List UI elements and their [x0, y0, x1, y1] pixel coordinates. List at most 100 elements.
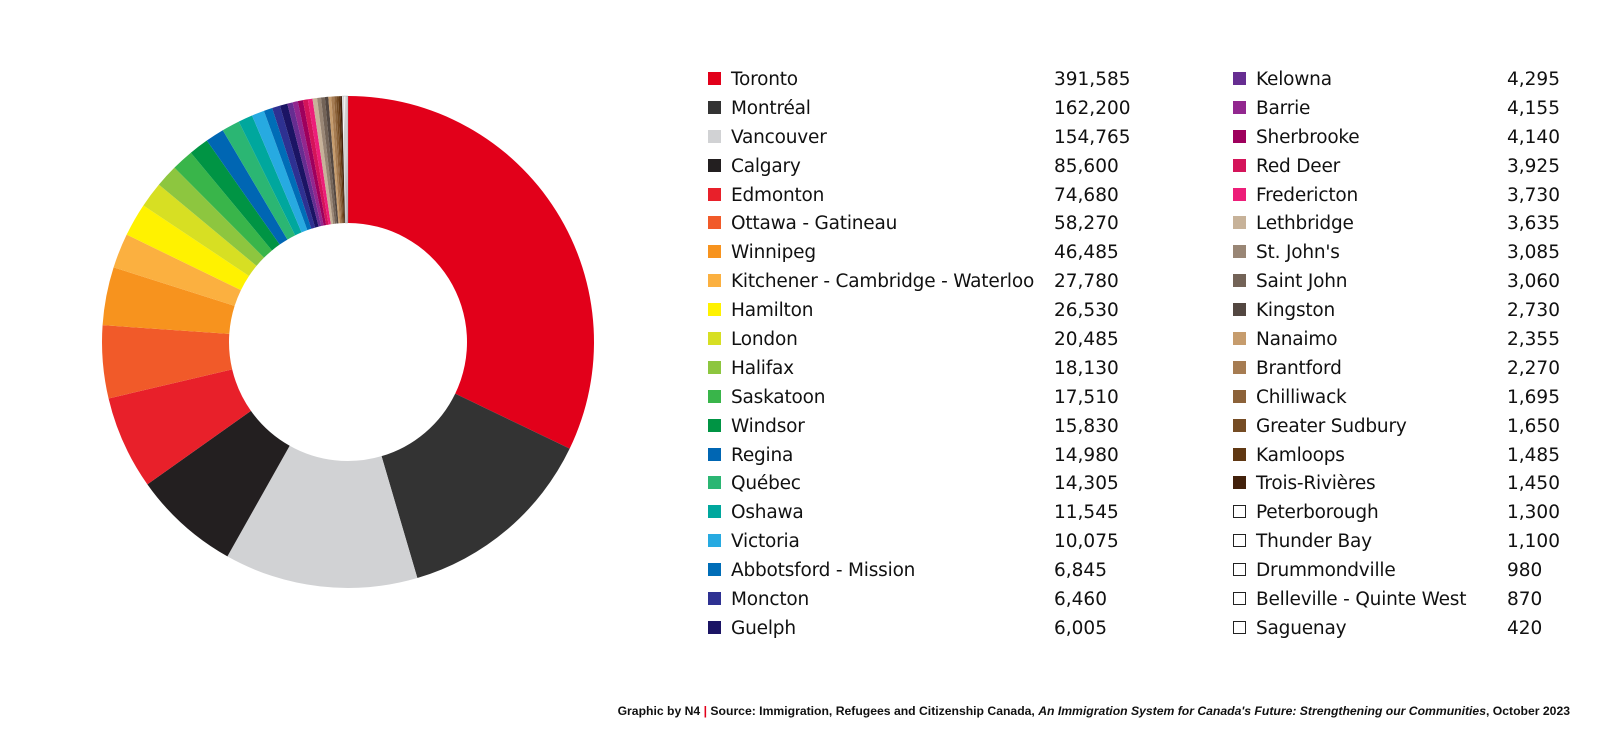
legend-label: Kitchener - Cambridge - Waterloo [731, 271, 1035, 293]
legend-value: 3,085 [1507, 242, 1560, 264]
legend-value: 26,530 [1054, 300, 1119, 322]
legend-label: Saint John [1256, 271, 1348, 293]
slice-saint-john [320, 97, 337, 224]
legend-value: 11,545 [1054, 502, 1119, 524]
slice-toronto [348, 96, 594, 449]
legend-swatch [708, 360, 721, 374]
legend-value: 1,100 [1507, 531, 1560, 553]
slice-fredericton [307, 98, 331, 225]
donut-chart [101, 95, 594, 588]
slice-victoria [252, 110, 308, 233]
legend-value: 1,450 [1507, 473, 1560, 495]
legend-swatch [708, 158, 721, 172]
legend-swatch [708, 476, 721, 490]
legend-value: 10,075 [1054, 531, 1119, 553]
legend-label: Guelph [731, 617, 796, 639]
legend-label: St. John's [1256, 242, 1340, 264]
legend-value: 14,980 [1054, 444, 1119, 466]
footer-separator: | [703, 704, 708, 718]
legend-swatch [708, 100, 721, 114]
legend-label: Saskatoon [731, 386, 826, 408]
slice-saguenay [347, 95, 349, 224]
legend-swatch [708, 332, 721, 346]
slice-kitchener-cambridge-waterloo [113, 234, 241, 306]
legend-value: 15,830 [1054, 415, 1119, 437]
legend-value: 2,355 [1507, 329, 1560, 351]
legend-swatch [708, 505, 721, 519]
legend-label: Drummondville [1256, 560, 1396, 582]
slice-chilliwack [334, 96, 343, 224]
legend-label: Toronto [731, 69, 798, 90]
legend-value: 6,845 [1054, 560, 1107, 582]
legend-swatch [1233, 563, 1246, 577]
legend-label: Barrie [1256, 97, 1311, 119]
legend-value: 1,695 [1507, 386, 1560, 408]
legend-label: Saguenay [1256, 617, 1347, 639]
slice-calgary [147, 410, 290, 557]
legend-label: Montréal [731, 97, 811, 119]
slice-hamilton [126, 205, 250, 291]
legend-label: Regina [731, 444, 794, 466]
legend-label: Lethbridge [1256, 213, 1354, 235]
footer-credit: Graphic by N4 [617, 704, 701, 718]
legend-swatch [1233, 274, 1246, 288]
legend-value: 58,270 [1054, 213, 1119, 235]
legend-swatch [1233, 245, 1246, 259]
legend-value: 14,305 [1054, 473, 1119, 495]
legend-swatch [1233, 303, 1246, 317]
legend-swatch [1233, 476, 1246, 490]
slice-edmonton [108, 369, 251, 485]
legend-label: Abbotsford - Mission [731, 560, 916, 582]
legend-label: Québec [731, 473, 801, 495]
slice-oshawa [238, 115, 302, 236]
legend-label: Greater Sudbury [1256, 415, 1407, 437]
footer-source: Source: Immigration, Refugees and Citize… [710, 704, 1035, 718]
legend-value: 3,730 [1507, 184, 1560, 206]
legend-label: Halifax [731, 357, 794, 379]
slice-quebec [222, 121, 296, 240]
legend-swatch [1233, 332, 1246, 346]
legend-swatch [1233, 620, 1246, 634]
legend-label: Fredericton [1256, 184, 1359, 206]
legend-swatch [1233, 100, 1246, 114]
legend-value: 3,060 [1507, 271, 1560, 293]
legend-value: 162,200 [1054, 97, 1131, 119]
legend-value: 4,295 [1507, 69, 1560, 90]
legend-label: Vancouver [731, 126, 827, 148]
legend-swatch [1233, 158, 1246, 172]
legend-swatch [708, 563, 721, 577]
legend-swatch [708, 245, 721, 259]
slice-kingston [324, 96, 339, 224]
legend-value: 74,680 [1054, 184, 1119, 206]
legend-value: 1,300 [1507, 502, 1560, 524]
slice-barrie [292, 101, 324, 227]
legend-swatch [708, 418, 721, 432]
legend-label: Sherbrooke [1256, 126, 1360, 148]
legend-swatch [708, 274, 721, 288]
slice-st-john-s [317, 97, 335, 224]
legend-label: Moncton [731, 589, 810, 611]
legend-swatch [1233, 505, 1246, 519]
legend-label: Kelowna [1256, 69, 1332, 90]
slice-greater-sudbury [336, 96, 344, 224]
legend-swatch [708, 592, 721, 606]
legend-label: Chilliwack [1256, 386, 1347, 408]
legend-label: Ottawa - Gatineau [731, 213, 898, 235]
legend-label: Oshawa [731, 502, 804, 524]
source-footer: Graphic by N4 | Source: Immigration, Ref… [618, 704, 1570, 718]
slice-trois-rivieres [340, 96, 346, 224]
legend-swatch [708, 303, 721, 317]
legend-label: Nanaimo [1256, 329, 1338, 351]
legend-value: 20,485 [1054, 329, 1119, 351]
legend-label: Brantford [1256, 357, 1342, 379]
slice-brantford [331, 96, 342, 224]
legend-value: 17,510 [1054, 386, 1119, 408]
slice-montreal [381, 393, 570, 579]
slice-halifax [158, 167, 265, 266]
legend-value: 3,925 [1507, 155, 1560, 177]
footer-date: , October 2023 [1486, 704, 1570, 718]
legend-swatch [1233, 592, 1246, 606]
slice-saskatoon [174, 152, 272, 258]
legend-swatch [1233, 447, 1246, 461]
legend-value: 2,270 [1507, 357, 1560, 379]
